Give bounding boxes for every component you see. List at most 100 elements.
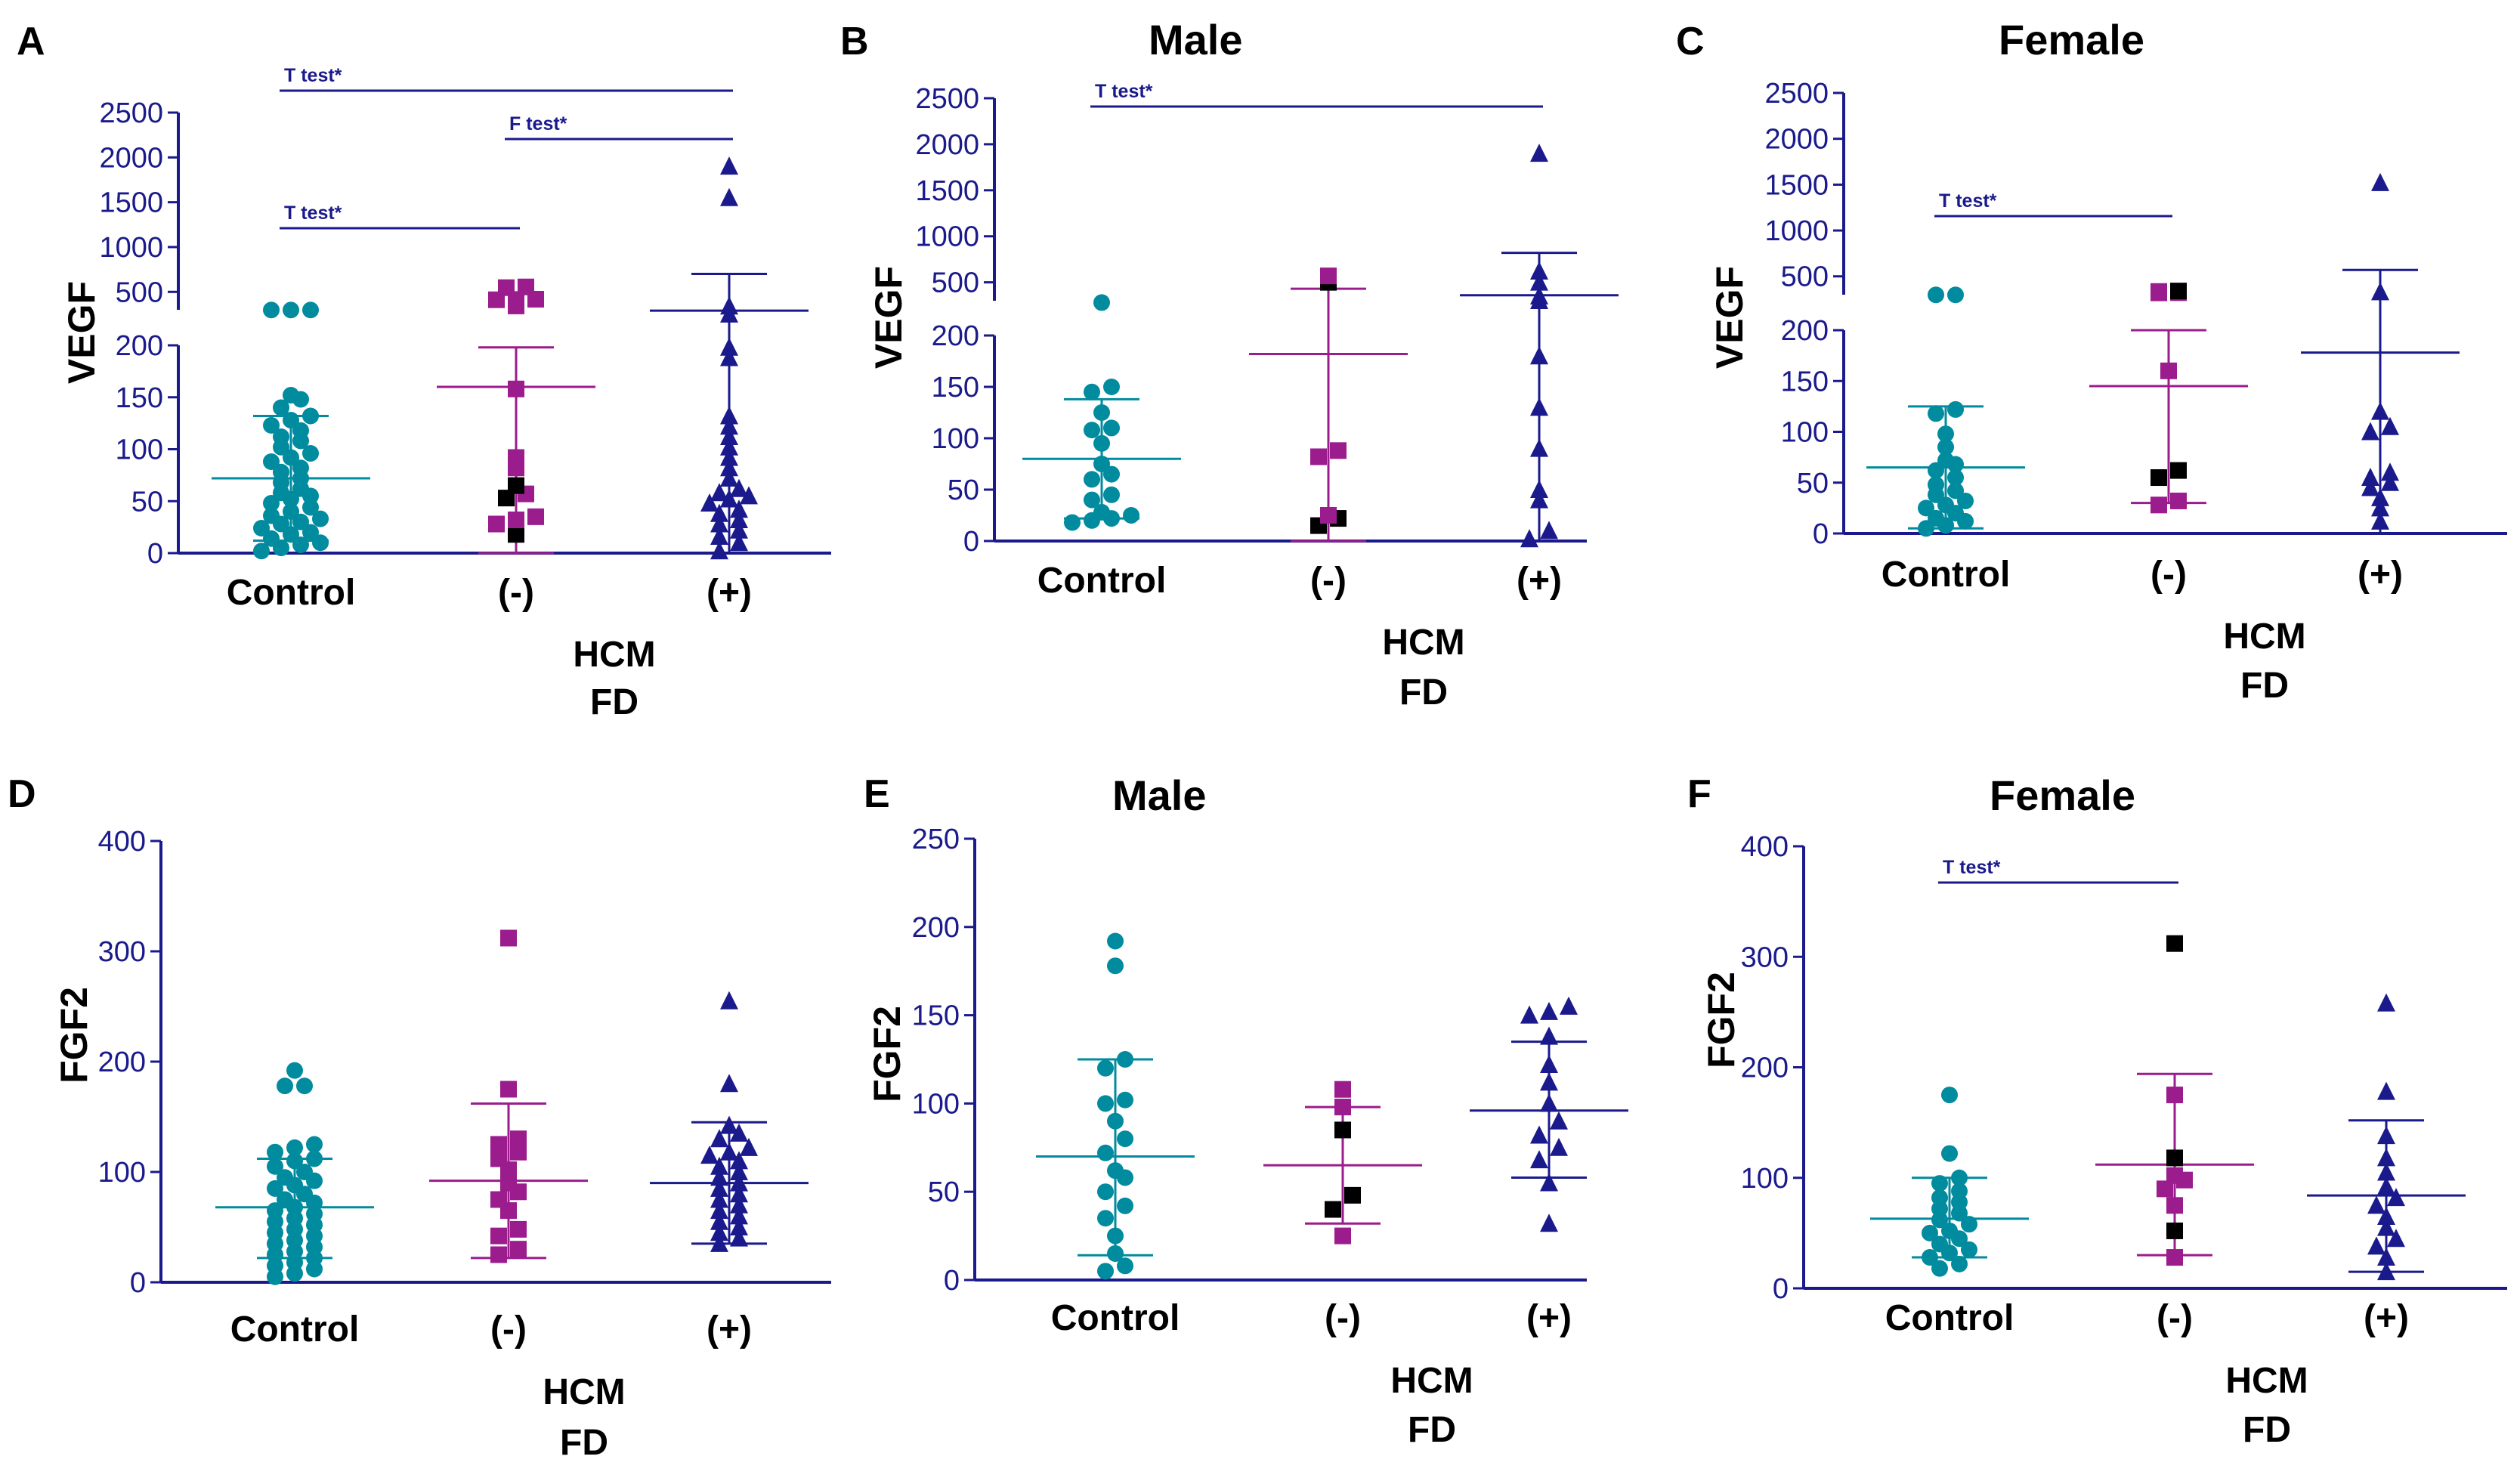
y-tick-label: 50 — [928, 1176, 960, 1208]
data-point — [2166, 1197, 2183, 1214]
y-tick-label: 200 — [98, 1047, 146, 1078]
x-category-label: Control — [227, 573, 356, 613]
y-tick-label: 50 — [948, 475, 979, 506]
data-point — [527, 508, 544, 525]
y-tick-label: 150 — [912, 1000, 960, 1032]
y-axis-label: VEGF — [867, 266, 910, 369]
data-point — [730, 1195, 748, 1214]
data-point — [1530, 438, 1548, 457]
data-point — [2367, 1195, 2385, 1214]
data-point — [508, 477, 524, 494]
y-tick-label: 1000 — [99, 232, 163, 264]
data-point — [720, 1074, 738, 1093]
x-group-label: FD — [1399, 672, 1448, 713]
data-point — [720, 468, 738, 487]
x-group-label: HCM — [1390, 1361, 1473, 1401]
data-point — [267, 1143, 283, 1161]
data-point — [2361, 478, 2379, 496]
x-category-label: Control — [1037, 561, 1167, 601]
data-point — [2151, 284, 2167, 301]
data-point — [286, 1062, 303, 1079]
data-point — [730, 1217, 748, 1235]
data-point — [720, 447, 738, 466]
data-point — [510, 1130, 527, 1148]
data-point — [296, 1164, 313, 1180]
data-point — [1530, 272, 1548, 291]
x-category-label: (+) — [2364, 1298, 2409, 1338]
y-tick-label: 2000 — [99, 142, 163, 174]
data-point — [1334, 1121, 1351, 1139]
data-point — [710, 527, 728, 545]
x-group-label: FD — [2240, 666, 2289, 706]
data-point — [720, 427, 738, 445]
data-point — [730, 1206, 748, 1225]
data-point — [1097, 1144, 1114, 1161]
data-point — [518, 278, 534, 295]
data-point — [2151, 496, 2167, 514]
data-point — [1107, 932, 1124, 950]
data-point — [1107, 957, 1124, 975]
data-point — [277, 1078, 293, 1095]
series-negative — [2095, 935, 2254, 1266]
data-point — [1117, 1091, 1133, 1108]
data-point — [2170, 283, 2187, 300]
data-point — [2377, 1148, 2395, 1167]
series-negative — [1263, 1081, 1422, 1244]
data-point — [710, 1129, 728, 1148]
data-point — [490, 1246, 507, 1263]
data-point — [720, 296, 738, 315]
data-point — [283, 301, 299, 319]
data-point — [1097, 1183, 1114, 1201]
data-point — [730, 499, 748, 518]
y-tick-label: 50 — [131, 486, 163, 518]
data-point — [510, 1220, 527, 1238]
data-point — [1931, 1189, 1948, 1207]
data-point — [710, 1223, 728, 1241]
data-point — [267, 1202, 283, 1220]
y-tick-label: 0 — [147, 538, 163, 570]
data-point — [1117, 1130, 1133, 1148]
data-point — [2166, 1249, 2183, 1266]
data-point — [312, 534, 329, 552]
data-point — [1941, 1087, 1958, 1104]
significance-label: T test* — [1095, 81, 1153, 102]
data-point — [710, 1233, 728, 1252]
data-point — [2371, 172, 2389, 191]
data-point — [2371, 498, 2389, 517]
data-point — [720, 406, 738, 425]
y-tick-label: 300 — [1741, 941, 1789, 973]
data-point — [1540, 1055, 1558, 1074]
data-point — [267, 1158, 283, 1175]
data-point — [1123, 507, 1139, 524]
data-point — [710, 541, 728, 560]
data-point — [730, 510, 748, 528]
data-point — [283, 412, 299, 428]
series-positive — [650, 156, 809, 560]
y-axis-label: FGF2 — [53, 987, 95, 1084]
data-point — [1325, 1201, 1341, 1218]
y-tick-label: 100 — [912, 1088, 960, 1120]
data-point — [2387, 1229, 2405, 1248]
data-point — [1107, 1227, 1124, 1244]
data-point — [490, 1150, 507, 1167]
data-point — [2170, 462, 2187, 479]
series-positive — [2307, 993, 2466, 1281]
y-axis-label: VEGF — [1708, 266, 1751, 369]
data-point — [730, 1123, 748, 1142]
y-tick-label: 0 — [944, 1265, 960, 1297]
data-point — [1961, 1241, 1977, 1258]
data-point — [720, 991, 738, 1009]
data-point — [1107, 1112, 1124, 1130]
y-tick-label: 100 — [116, 434, 163, 466]
data-point — [508, 380, 524, 397]
series-positive — [1460, 144, 1619, 548]
data-point — [283, 526, 299, 543]
y-tick-label: 2000 — [915, 129, 979, 161]
data-point — [1922, 1224, 1938, 1241]
y-tick-label: 200 — [116, 330, 163, 362]
data-point — [730, 1173, 748, 1192]
series-control — [1022, 294, 1181, 531]
data-point — [1310, 448, 1327, 465]
y-tick-label: 300 — [98, 936, 146, 968]
data-point — [1530, 286, 1548, 305]
